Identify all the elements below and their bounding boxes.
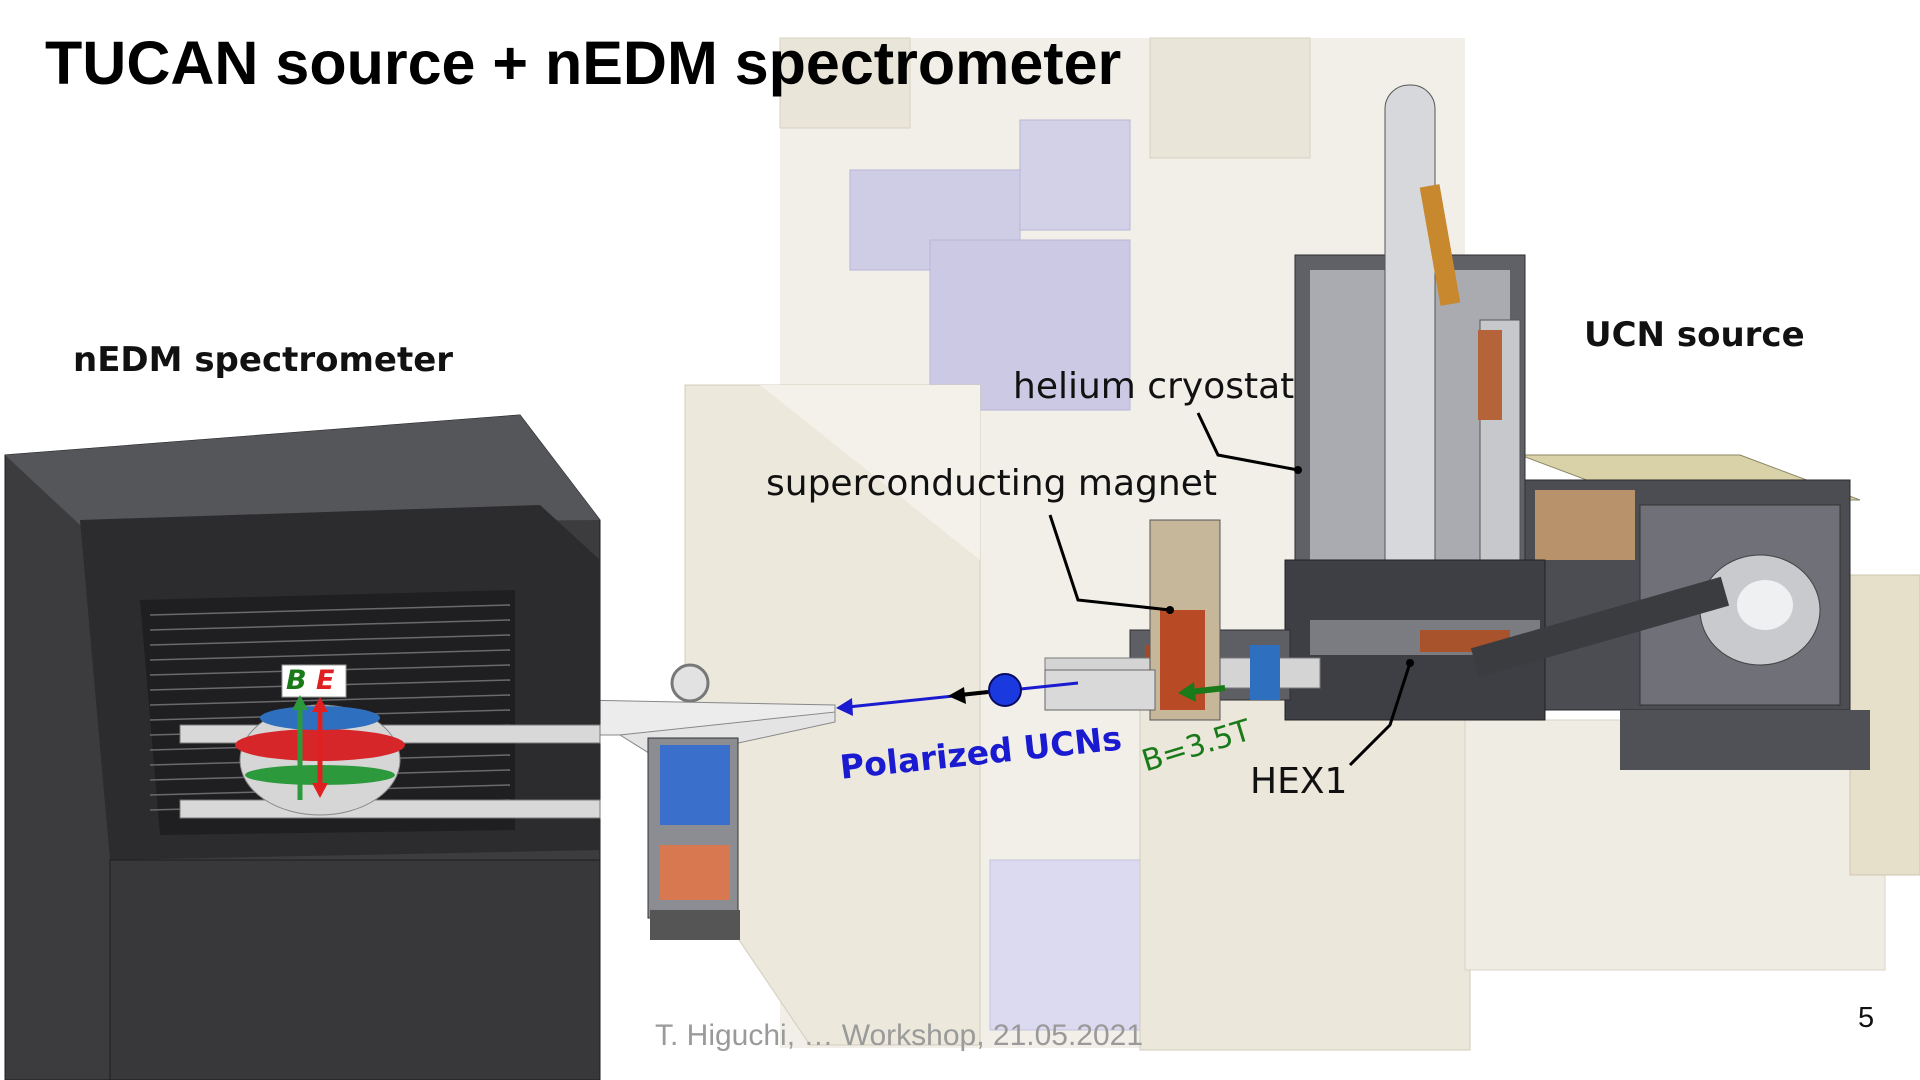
e-field-symbol: E (316, 665, 335, 696)
superconducting-magnet-label: superconducting magnet (766, 463, 1217, 504)
pointer-lines (1048, 412, 1412, 767)
polarizer-assembly (647, 663, 740, 940)
page-number: 5 (1858, 1002, 1875, 1034)
ucn-source-label: UCN source (1584, 315, 1805, 355)
b-field-symbol: B (286, 665, 307, 696)
nedm-shield-house (4, 414, 601, 1080)
hex1-label: HEX1 (1250, 761, 1348, 802)
field-direction-arrow (1178, 682, 1226, 702)
slide-title: TUCAN source + nEDM spectrometer (45, 29, 1122, 97)
footer-text: T. Higuchi, … Workshop, 21.05.2021 (655, 1019, 1144, 1052)
ucn-beam-arrow (836, 673, 1079, 716)
helium-cryostat-label: helium cryostat (1013, 366, 1295, 407)
nedm-spectrometer-label: nEDM spectrometer (73, 340, 454, 380)
